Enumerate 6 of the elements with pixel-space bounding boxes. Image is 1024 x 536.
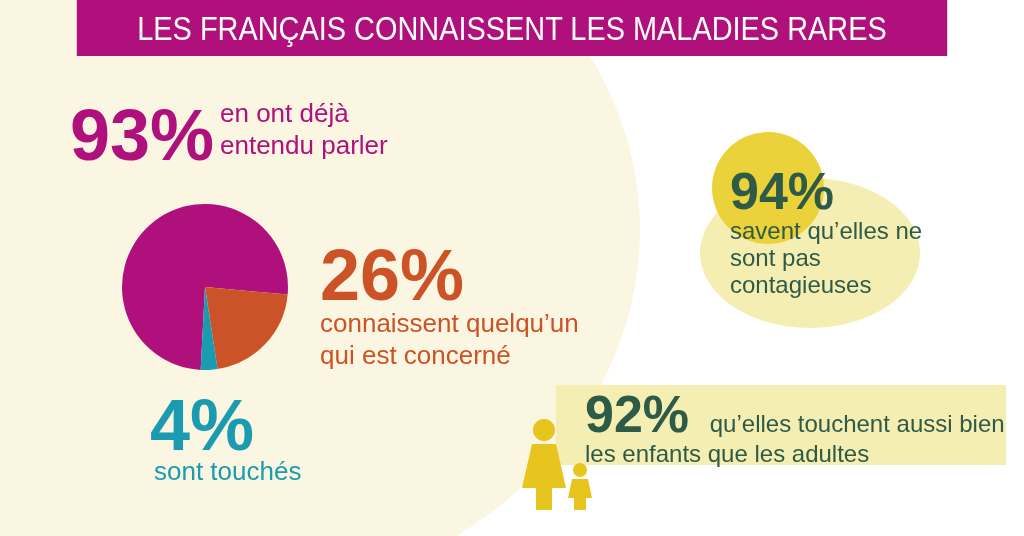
data-label: 93% [70,95,215,175]
slice-label: sont touchés [154,456,302,486]
text: 92% qu’elles touchent aussi bien les enfants que les adultes [585,385,1005,467]
chart-title: LES FRANÇAIS CONNAISSENT LES MALADIES RARES [76,0,948,56]
slice-label: connaissent quelqu’un qui est concerné [320,308,579,370]
slice-label: en ont déjà entendu parler [220,98,389,160]
